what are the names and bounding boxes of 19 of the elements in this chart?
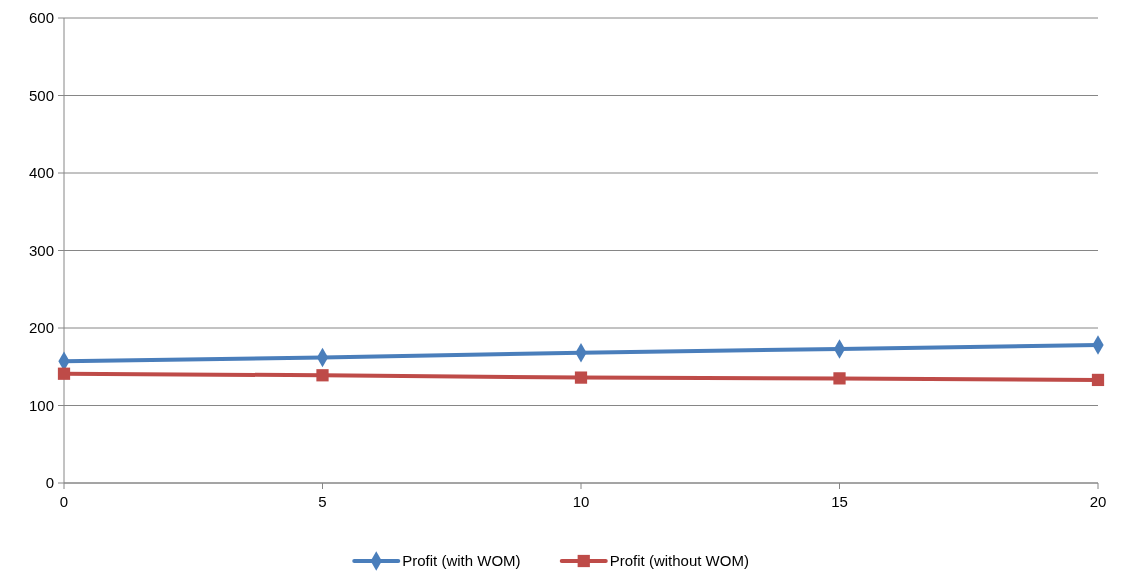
y-tick-label: 500 (28, 86, 54, 104)
x-tick-label: 5 (318, 493, 327, 510)
x-tick-label: 15 (831, 493, 848, 510)
x-tick-label: 0 (59, 493, 69, 510)
legend-label: Profit (without WOM) (609, 552, 749, 569)
point (833, 372, 846, 385)
y-tick-label: 0 (45, 474, 54, 492)
y-tick-label: 300 (28, 241, 54, 259)
x-tick-label: 20 (1089, 493, 1107, 510)
y-tick-label: 200 (28, 319, 54, 337)
point (574, 371, 588, 384)
x-tick-label: 10 (572, 493, 590, 510)
point (316, 369, 329, 382)
y-tick-label: 600 (28, 9, 54, 27)
legend-label: Profit (with WOM) (402, 552, 521, 569)
y-tick-label: 100 (28, 396, 54, 414)
point (1091, 373, 1105, 387)
point (57, 367, 71, 380)
y-tick-label: 400 (28, 164, 54, 182)
